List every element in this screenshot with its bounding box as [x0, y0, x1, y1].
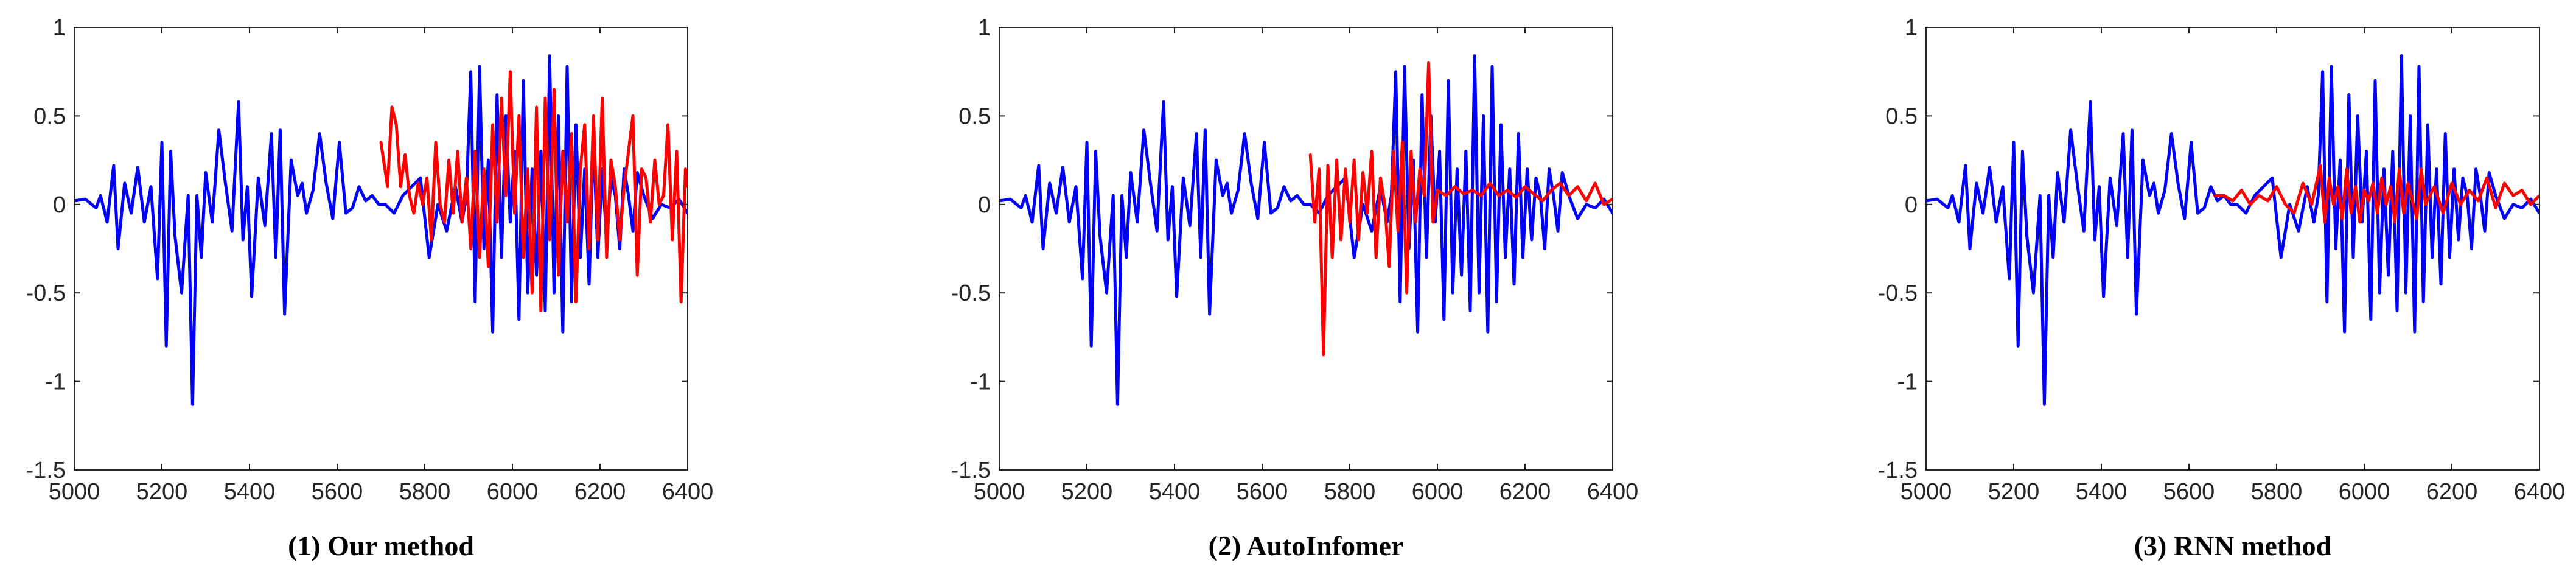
x-tick-label: 5200	[1988, 479, 2040, 505]
y-tick-label: -1.5	[1878, 458, 1918, 483]
y-tick-label: -0.5	[26, 281, 66, 306]
axis-box	[74, 27, 688, 471]
x-tick-label: 5000	[1901, 479, 1952, 505]
x-tick-label: 5000	[974, 479, 1025, 505]
series-line-blue	[1926, 54, 2539, 406]
x-tick-label: 6400	[662, 479, 714, 505]
chart-panel-3: 5000 5200 5400 5600 5800 6000 6200 6400 -1.5 -1 -0…	[1878, 15, 2566, 561]
y-tick-label: 0.5	[1885, 103, 1918, 129]
x-tick-label: 5800	[2251, 479, 2303, 505]
y-tick-label: -1	[970, 369, 991, 395]
x-tick-label: 5600	[312, 479, 363, 505]
y-tick-label: 0.5	[958, 103, 991, 129]
chart-panels: 5000 5200 5400 5600 5800 6000 6200 6400 -1.5 -1 -0…	[26, 15, 2566, 561]
x-tick-label: 5200	[1061, 479, 1113, 505]
axis-box	[999, 27, 1613, 471]
chart-panel-1: 5000 5200 5400 5600 5800 6000 6200 6400 -1.5 -1 -0…	[26, 15, 714, 561]
y-tick-label: 0	[978, 192, 991, 218]
y-tick-label: -0.5	[951, 281, 991, 306]
x-tick-label: 5400	[1149, 479, 1201, 505]
y-tick-label: 1	[1905, 15, 1918, 41]
y-tick-label: 0.5	[33, 103, 66, 129]
x-tick-label: 6200	[2426, 479, 2478, 505]
series-line-red	[1308, 61, 1613, 357]
y-tick-label: 0	[1905, 192, 1918, 218]
series-line-blue	[74, 54, 688, 406]
x-tick-label: 5200	[136, 479, 188, 505]
panel-title: (1) Our method	[288, 530, 474, 561]
x-tick-label: 6400	[1587, 479, 1639, 505]
x-tick-label: 5600	[1237, 479, 1288, 505]
x-tick-label: 5000	[49, 479, 100, 505]
x-tick-label: 6200	[574, 479, 626, 505]
panel-title: (3) RNN method	[2134, 530, 2332, 561]
x-tick-label: 5800	[399, 479, 451, 505]
series-line-red	[2213, 164, 2539, 224]
series-line-blue	[999, 54, 1613, 406]
x-tick-label: 5400	[2076, 479, 2127, 505]
y-tick-label: 1	[53, 15, 66, 41]
x-tick-label: 5800	[1324, 479, 1376, 505]
x-tick-label: 5400	[224, 479, 276, 505]
y-tick-label: 1	[978, 15, 991, 41]
y-tick-label: 0	[53, 192, 66, 218]
y-tick-label: -1.5	[951, 458, 991, 483]
x-tick-label: 6000	[2339, 479, 2390, 505]
x-tick-label: 5600	[2163, 479, 2215, 505]
series-line-red	[379, 70, 688, 312]
panel-title: (2) AutoInfomer	[1209, 530, 1404, 561]
y-tick-label: -0.5	[1878, 281, 1918, 306]
axis-box	[1925, 27, 2540, 471]
y-tick-label: -1	[45, 369, 66, 395]
x-tick-label: 6000	[1412, 479, 1464, 505]
y-tick-label: -1	[1897, 369, 1918, 395]
chart-panel-2: 5000 5200 5400 5600 5800 6000 6200 6400 -1.5 -1 -0…	[951, 15, 1639, 561]
y-tick-label: -1.5	[26, 458, 66, 483]
x-tick-label: 6000	[487, 479, 539, 505]
x-tick-label: 6200	[1499, 479, 1551, 505]
x-tick-label: 6400	[2514, 479, 2566, 505]
